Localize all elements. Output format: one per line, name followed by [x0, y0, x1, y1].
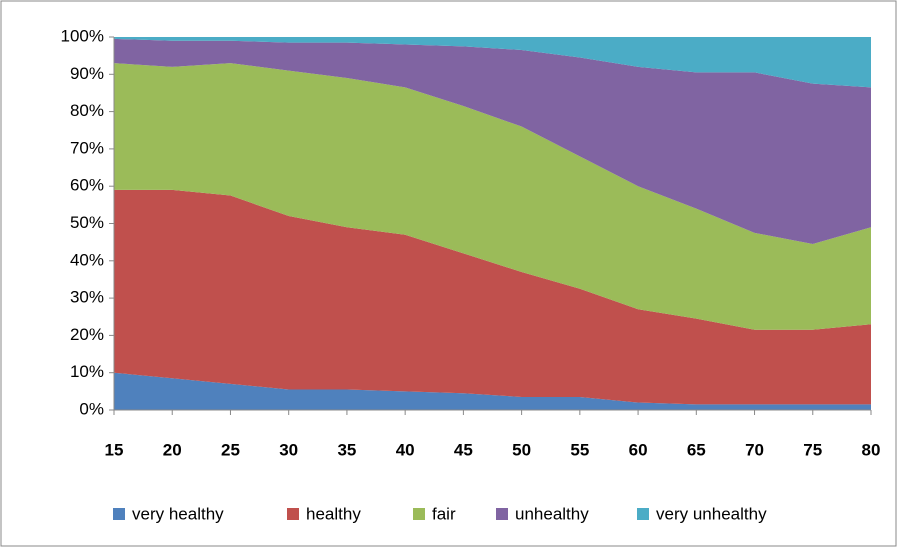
legend-swatch — [496, 508, 508, 520]
legend-label: healthy — [306, 504, 361, 523]
area — [114, 37, 871, 88]
x-tick-label: 40 — [396, 440, 415, 459]
x-tick-label: 15 — [105, 440, 124, 459]
y-tick-label: 100% — [61, 26, 104, 45]
legend-swatch — [113, 508, 125, 520]
y-tick-label: 30% — [70, 288, 104, 307]
y-tick-label: 80% — [70, 101, 104, 120]
x-tick-label: 70 — [745, 440, 764, 459]
y-tick-label: 50% — [70, 213, 104, 232]
legend-swatch — [413, 508, 425, 520]
x-tick-label: 45 — [454, 440, 473, 459]
x-tick-label: 20 — [163, 440, 182, 459]
area — [114, 189, 871, 405]
legend-label: very unhealthy — [656, 504, 767, 523]
x-tick-label: 30 — [279, 440, 298, 459]
y-tick-label: 40% — [70, 250, 104, 269]
area — [114, 63, 871, 330]
legend-label: very healthy — [132, 504, 224, 523]
x-tick-label: 25 — [221, 440, 240, 459]
y-tick-label: 20% — [70, 325, 104, 344]
area — [114, 372, 871, 410]
x-tick-label: 60 — [629, 440, 648, 459]
x-tick-label: 50 — [512, 440, 531, 459]
x-tick-label: 55 — [570, 440, 589, 459]
y-tick-label: 0% — [79, 399, 104, 418]
y-tick-label: 70% — [70, 138, 104, 157]
legend-swatch — [637, 508, 649, 520]
legend-swatch — [287, 508, 299, 520]
y-tick-label: 90% — [70, 64, 104, 83]
x-tick-label: 65 — [687, 440, 706, 459]
y-tick-label: 60% — [70, 176, 104, 195]
legend-label: unhealthy — [515, 504, 589, 523]
x-tick-label: 80 — [862, 440, 881, 459]
area — [114, 38, 871, 245]
y-tick-label: 10% — [70, 362, 104, 381]
x-tick-label: 35 — [337, 440, 356, 459]
legend-label: fair — [432, 504, 456, 523]
x-tick-label: 75 — [803, 440, 822, 459]
